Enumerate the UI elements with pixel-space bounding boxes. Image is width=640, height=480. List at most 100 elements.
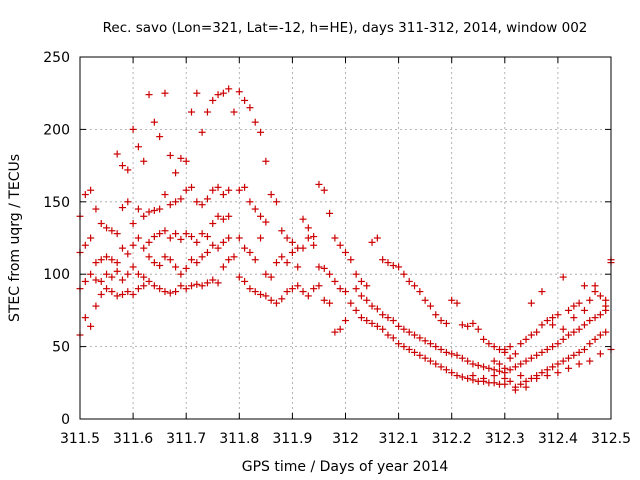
data-point xyxy=(511,350,519,358)
data-point xyxy=(257,290,265,298)
data-point xyxy=(586,317,594,325)
data-point xyxy=(522,357,530,365)
data-point xyxy=(559,357,567,365)
data-point xyxy=(448,296,456,304)
data-point xyxy=(203,195,211,203)
data-point xyxy=(108,256,116,264)
data-point xyxy=(87,322,95,330)
data-point xyxy=(549,363,557,371)
data-point xyxy=(92,276,100,284)
data-point xyxy=(501,345,509,353)
data-point xyxy=(145,253,153,261)
data-point xyxy=(426,357,434,365)
data-point xyxy=(299,215,307,223)
data-point xyxy=(554,311,562,319)
data-point xyxy=(384,259,392,267)
data-point xyxy=(219,89,227,97)
data-point xyxy=(283,234,291,242)
data-point xyxy=(198,253,206,261)
data-point xyxy=(140,244,148,252)
data-point xyxy=(602,328,610,336)
data-point xyxy=(219,191,227,199)
data-point xyxy=(522,335,530,343)
data-point xyxy=(495,367,503,375)
data-point xyxy=(437,345,445,353)
data-point xyxy=(352,306,360,314)
data-point xyxy=(87,270,95,278)
data-point xyxy=(225,256,233,264)
data-point xyxy=(580,282,588,290)
data-point xyxy=(549,314,557,322)
data-point xyxy=(225,85,233,93)
data-point xyxy=(145,91,153,99)
data-point xyxy=(272,259,280,267)
data-point xyxy=(342,317,349,325)
data-point xyxy=(214,244,222,252)
data-point xyxy=(379,256,387,264)
data-point xyxy=(150,118,158,126)
data-point xyxy=(495,360,503,368)
data-point xyxy=(363,282,371,290)
data-point xyxy=(373,234,381,242)
data-point xyxy=(193,238,201,246)
data-point xyxy=(416,288,424,296)
data-point xyxy=(278,295,286,303)
data-point xyxy=(129,125,137,133)
data-point xyxy=(214,279,222,287)
data-point xyxy=(288,248,296,256)
data-point xyxy=(251,288,259,296)
data-point xyxy=(437,363,445,371)
x-tick-label: 312.2 xyxy=(432,431,472,447)
data-point xyxy=(246,104,254,112)
data-point xyxy=(97,220,105,228)
y-axis-ticks: 0 50 100 150 200 250 xyxy=(43,50,611,428)
data-point xyxy=(278,253,286,261)
data-point xyxy=(565,364,573,372)
data-point xyxy=(150,233,158,241)
data-point xyxy=(596,292,604,300)
data-point xyxy=(182,285,190,293)
data-point xyxy=(549,321,557,329)
data-point xyxy=(166,151,174,159)
data-point xyxy=(389,334,397,342)
data-point xyxy=(527,331,535,339)
data-point xyxy=(188,183,196,191)
data-point xyxy=(326,299,334,307)
data-point xyxy=(469,372,477,380)
data-point xyxy=(411,331,419,339)
y-tick-label: 150 xyxy=(43,195,70,211)
data-point xyxy=(246,198,254,206)
data-point xyxy=(554,369,562,377)
chart-title: Rec. savo (Lon=321, Lat=-12, h=HE), days… xyxy=(103,20,588,36)
data-point xyxy=(315,282,323,290)
data-point xyxy=(145,208,153,216)
data-point xyxy=(278,227,286,235)
data-point xyxy=(235,88,243,96)
data-point xyxy=(118,244,126,252)
data-point xyxy=(357,314,365,322)
data-point xyxy=(182,230,190,238)
data-point xyxy=(570,302,578,310)
data-point xyxy=(464,357,472,365)
data-point xyxy=(368,302,376,310)
data-point xyxy=(389,262,397,270)
data-point xyxy=(602,302,610,310)
data-point xyxy=(193,89,201,97)
data-point xyxy=(113,150,121,158)
data-point xyxy=(161,227,169,235)
data-point xyxy=(156,133,164,141)
data-point xyxy=(129,241,137,249)
data-point xyxy=(400,325,408,333)
data-point xyxy=(288,285,296,293)
data-point xyxy=(209,241,217,249)
data-point xyxy=(272,299,280,307)
data-point xyxy=(134,270,142,278)
data-point xyxy=(379,311,387,319)
data-point xyxy=(506,343,514,351)
data-point xyxy=(188,108,196,116)
data-point xyxy=(134,205,142,213)
data-point xyxy=(464,374,472,382)
data-point xyxy=(400,270,408,278)
data-point xyxy=(134,285,142,293)
